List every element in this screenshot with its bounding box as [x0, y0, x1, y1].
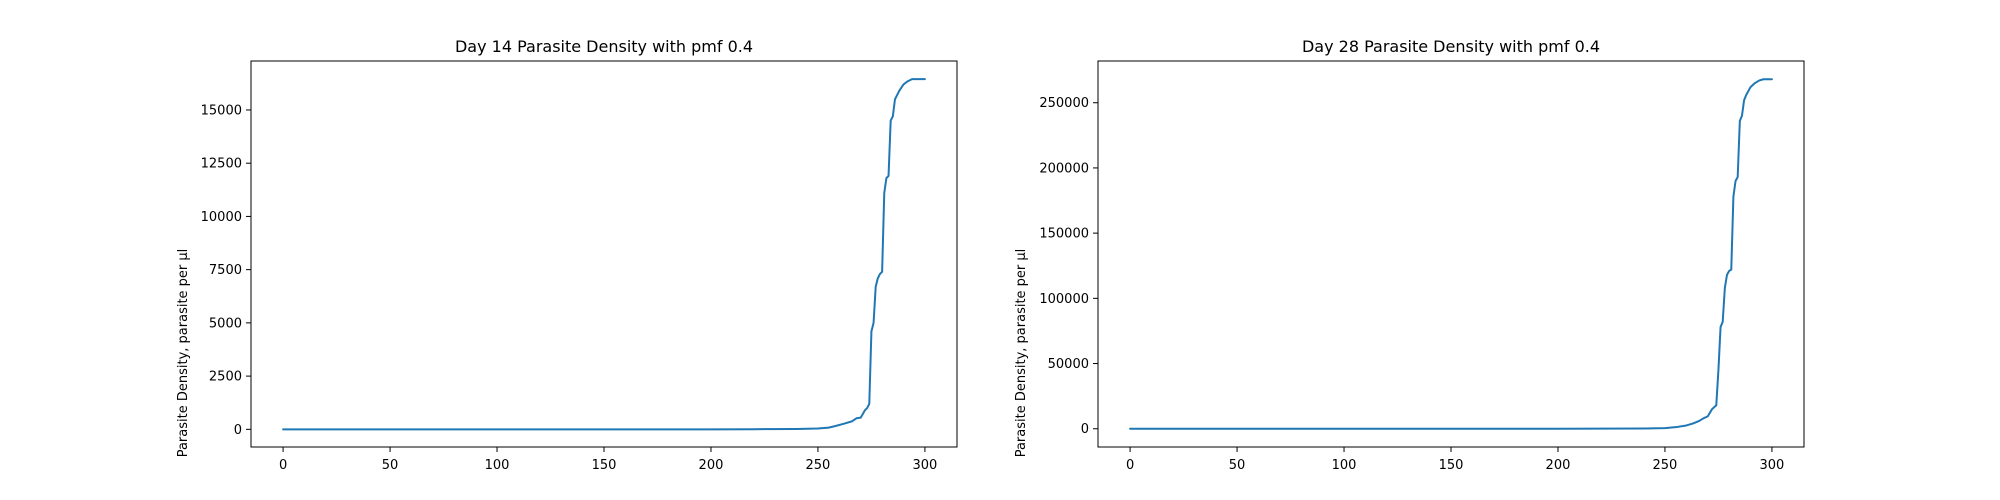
tick-group: 0 50 100 150 200 250 300 0 50000 100000 150000 2000… [1039, 96, 1784, 473]
x-tick-label: 100 [485, 458, 510, 473]
y-tick-label: 5000 [209, 316, 242, 331]
y-tick-label: 0 [1081, 422, 1089, 437]
y-tick-label: 15000 [201, 103, 242, 118]
y-tick-label: 100000 [1039, 292, 1089, 307]
chart-day28: Day 28 Parasite Density with pmf 0.4 Par… [1014, 37, 1805, 473]
x-tick-label: 200 [1546, 458, 1571, 473]
series-line [282, 78, 926, 431]
y-tick-label: 2500 [209, 370, 242, 385]
plot-frame [1097, 60, 1805, 448]
y-tick-label: 12500 [201, 157, 242, 172]
x-tick-label: 250 [1653, 458, 1678, 473]
tick-group: 0 50 100 150 200 250 300 0 2500 5000 7500 10000 1250… [201, 103, 938, 473]
x-tick-label: 50 [1229, 458, 1246, 473]
y-tick-label: 10000 [201, 210, 242, 225]
x-tick-label: 100 [1332, 458, 1357, 473]
y-axis-label: Parasite Density, parasite per µl [1014, 249, 1029, 458]
y-axis-label: Parasite Density, parasite per µl [176, 249, 191, 458]
x-tick-label: 0 [279, 458, 287, 473]
y-tick-label: 200000 [1039, 161, 1089, 176]
series-line [1129, 78, 1773, 430]
y-tick-label: 7500 [209, 263, 242, 278]
x-tick-label: 200 [699, 458, 724, 473]
x-tick-label: 50 [382, 458, 399, 473]
x-tick-label: 0 [1126, 458, 1134, 473]
x-tick-label: 150 [1439, 458, 1464, 473]
x-tick-label: 300 [1759, 458, 1784, 473]
y-tick-label: 0 [234, 423, 242, 438]
x-tick-label: 250 [806, 458, 831, 473]
x-tick-label: 150 [592, 458, 617, 473]
chart-title: Day 14 Parasite Density with pmf 0.4 [455, 37, 753, 56]
plot-frame [250, 60, 958, 448]
y-tick-label: 50000 [1048, 357, 1089, 372]
chart-day14: Day 14 Parasite Density with pmf 0.4 Par… [176, 37, 958, 473]
x-tick-label: 300 [912, 458, 937, 473]
y-tick-label: 250000 [1039, 96, 1089, 111]
y-tick-label: 150000 [1039, 227, 1089, 242]
chart-title: Day 28 Parasite Density with pmf 0.4 [1302, 37, 1600, 56]
